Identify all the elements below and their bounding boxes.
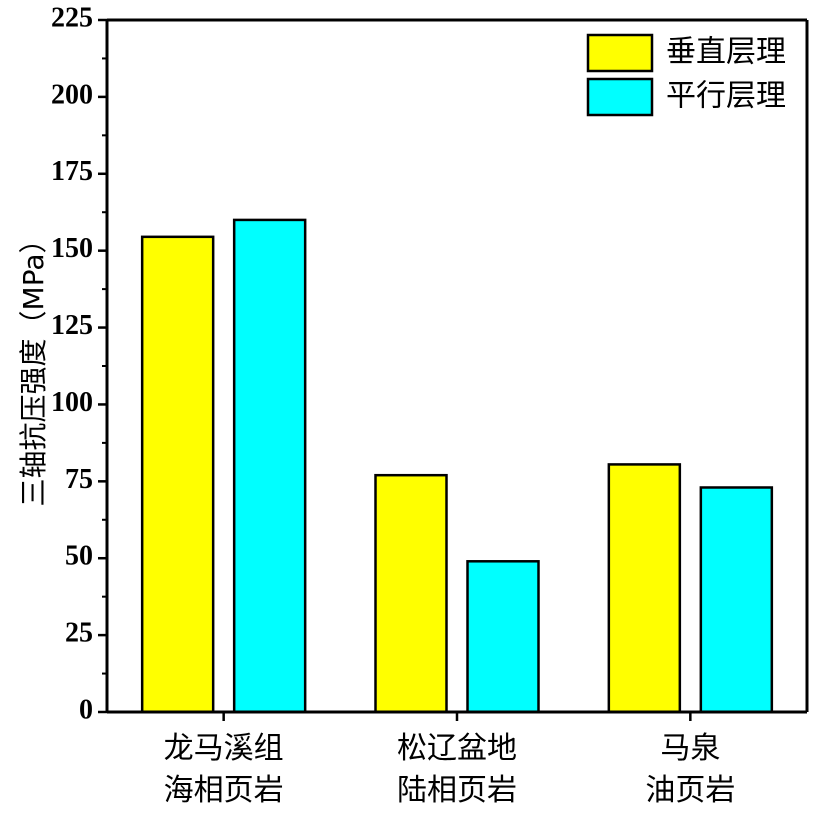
bar-vertical-1 [374, 473, 448, 714]
legend-label: 平行层理 [666, 79, 786, 114]
y-tick-label: 25 [65, 618, 93, 649]
x-category-label: 马泉 [660, 731, 720, 766]
y-tick-label: 50 [65, 541, 93, 572]
x-category-label: 龙马溪组 [164, 731, 284, 766]
legend-swatch [586, 77, 654, 117]
y-ticks: 0 25 50 75 100 125 150 175 200 225 [51, 2, 107, 725]
y-tick-label: 125 [51, 310, 93, 341]
x-category-label: 松辽盆地 [397, 731, 517, 766]
bars-layer [140, 218, 774, 714]
y-tick-label: 100 [51, 387, 93, 418]
y-tick-label: 200 [51, 79, 93, 110]
y-tick-label: 75 [65, 464, 93, 495]
bar-parallel-0 [232, 218, 307, 714]
y-tick-label: 225 [51, 2, 93, 33]
bar-vertical-0 [140, 235, 215, 714]
bar-vertical-2 [607, 463, 682, 714]
y-tick-label: 0 [79, 694, 93, 725]
bar-parallel-2 [699, 486, 774, 714]
bar-parallel-1 [466, 560, 540, 714]
y-tick-label: 150 [51, 233, 93, 264]
legend-swatch [586, 33, 654, 73]
x-category-label: 油页岩 [645, 773, 735, 808]
y-tick-label: 175 [51, 156, 93, 187]
x-category-label: 陆相页岩 [397, 773, 517, 808]
legend-label: 垂直层理 [666, 35, 786, 70]
y-axis-title: 三轴抗压强度（MPa） [17, 226, 50, 507]
x-category-label: 海相页岩 [164, 773, 284, 808]
